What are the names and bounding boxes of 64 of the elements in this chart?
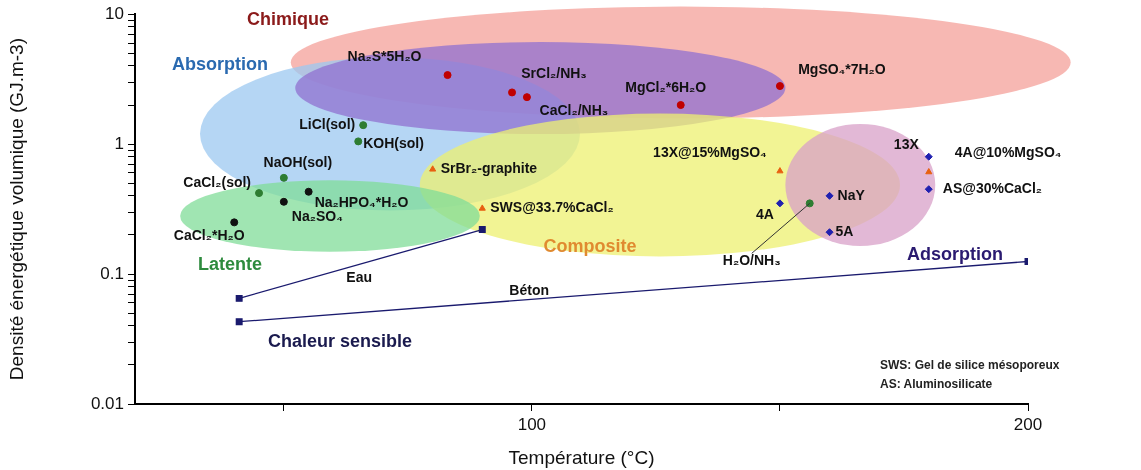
annotation: Latente bbox=[197, 253, 263, 274]
point bbox=[924, 185, 933, 194]
series-label: CaCl₂(sol) bbox=[183, 173, 252, 190]
annotation: Absorption bbox=[172, 53, 268, 74]
series-label: SrCl₂/NH₃ bbox=[521, 65, 587, 82]
y-axis-title: Densité énergétique volumique (GJ.m-3) bbox=[5, 38, 27, 381]
annotation: Chaleur sensible bbox=[267, 330, 413, 351]
point bbox=[230, 218, 239, 227]
series-label: SWS@33.7%CaCl₂ bbox=[490, 199, 614, 216]
series-label: KOH(sol) bbox=[363, 135, 424, 152]
text: H₂O/NH₃ bbox=[722, 252, 781, 269]
series-label: NaOH(sol) bbox=[263, 153, 333, 170]
series-label: NaY bbox=[837, 186, 866, 203]
point bbox=[775, 82, 784, 91]
point bbox=[776, 167, 784, 174]
point bbox=[279, 173, 288, 182]
point bbox=[255, 189, 264, 198]
annotation: AS: Aluminosilicate bbox=[880, 377, 993, 392]
series-label: Béton bbox=[509, 281, 550, 298]
series-label: Eau bbox=[346, 269, 373, 286]
point bbox=[235, 294, 243, 302]
point bbox=[304, 187, 313, 196]
y-tick-label: 0.1 bbox=[100, 263, 124, 283]
annotation: Adsorption bbox=[907, 243, 1003, 264]
series-label: MgCl₂*6H₂O bbox=[625, 78, 707, 95]
point bbox=[522, 93, 531, 102]
point bbox=[508, 88, 517, 97]
x-axis-title: Température (°C) bbox=[508, 446, 655, 468]
point bbox=[775, 199, 784, 208]
series-label: Na₂S*5H₂O bbox=[347, 47, 422, 64]
series-label: 4A bbox=[756, 206, 774, 223]
point bbox=[478, 226, 486, 234]
point bbox=[924, 152, 933, 161]
series-label: CaCl₂/NH₃ bbox=[539, 101, 609, 118]
annotation: Composite bbox=[543, 235, 637, 256]
point bbox=[478, 204, 486, 211]
series-label: AS@30%CaCl₂ bbox=[942, 180, 1043, 197]
series-label: 13X@15%MgSO₄ bbox=[653, 143, 767, 160]
series-label: LiCl(sol) bbox=[299, 116, 356, 133]
point bbox=[429, 165, 437, 172]
series-label: MgSO₄*7H₂O bbox=[798, 60, 886, 77]
point bbox=[235, 318, 243, 326]
series-label: Na₂HPO₄*H₂O bbox=[314, 193, 409, 210]
series-label: SrBr₂-graphite bbox=[440, 160, 538, 177]
series-label: Na₂SO₄ bbox=[291, 207, 343, 224]
y-tick-label: 0.01 bbox=[90, 393, 124, 413]
point bbox=[676, 101, 685, 110]
point bbox=[443, 71, 452, 80]
x-tick-label: 100 bbox=[517, 414, 547, 434]
series-label: CaCl₂*H₂O bbox=[173, 227, 245, 244]
annotation: SWS: Gel de silice mésoporeux bbox=[880, 358, 1060, 373]
point bbox=[825, 191, 834, 200]
series-label: 4A@10%MgSO₄ bbox=[954, 143, 1062, 160]
point bbox=[925, 168, 933, 175]
y-tick-label: 1 bbox=[114, 133, 124, 153]
point bbox=[354, 137, 363, 146]
series-label: 5A bbox=[835, 223, 854, 240]
point bbox=[825, 228, 834, 237]
y-tick-label: 10 bbox=[105, 3, 124, 23]
point bbox=[279, 197, 288, 206]
point bbox=[359, 121, 368, 130]
x-tick-label: 200 bbox=[1013, 414, 1043, 434]
series-label: 13X bbox=[893, 135, 920, 152]
annotation: Chimique bbox=[246, 8, 330, 29]
